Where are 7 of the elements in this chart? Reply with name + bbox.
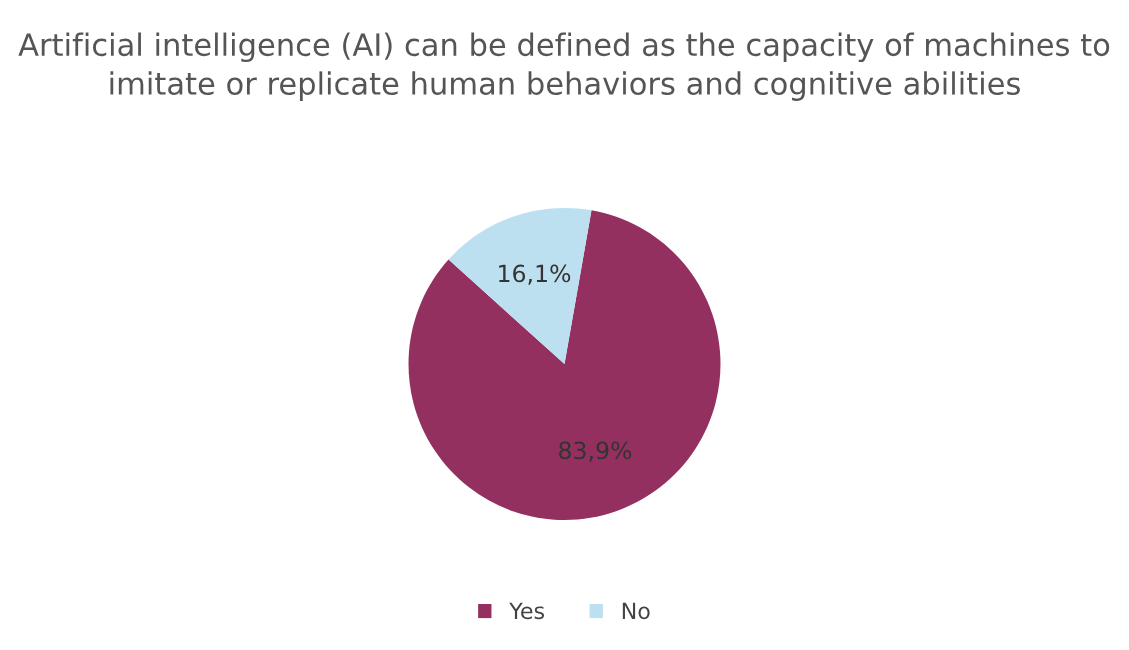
data-label: 83,9% (559, 441, 632, 462)
legend-label: No (622, 602, 650, 620)
pie-slice (448, 208, 592, 364)
legend-label: Yes (509, 602, 545, 620)
pie-slice (408, 210, 721, 520)
data-label: 16,1% (499, 264, 571, 285)
chart-title: Artificial intelligence (AI) can be defined as the capacity of machines to imitate or replicate human behaviors and cognitive abilities (18, 32, 1110, 101)
